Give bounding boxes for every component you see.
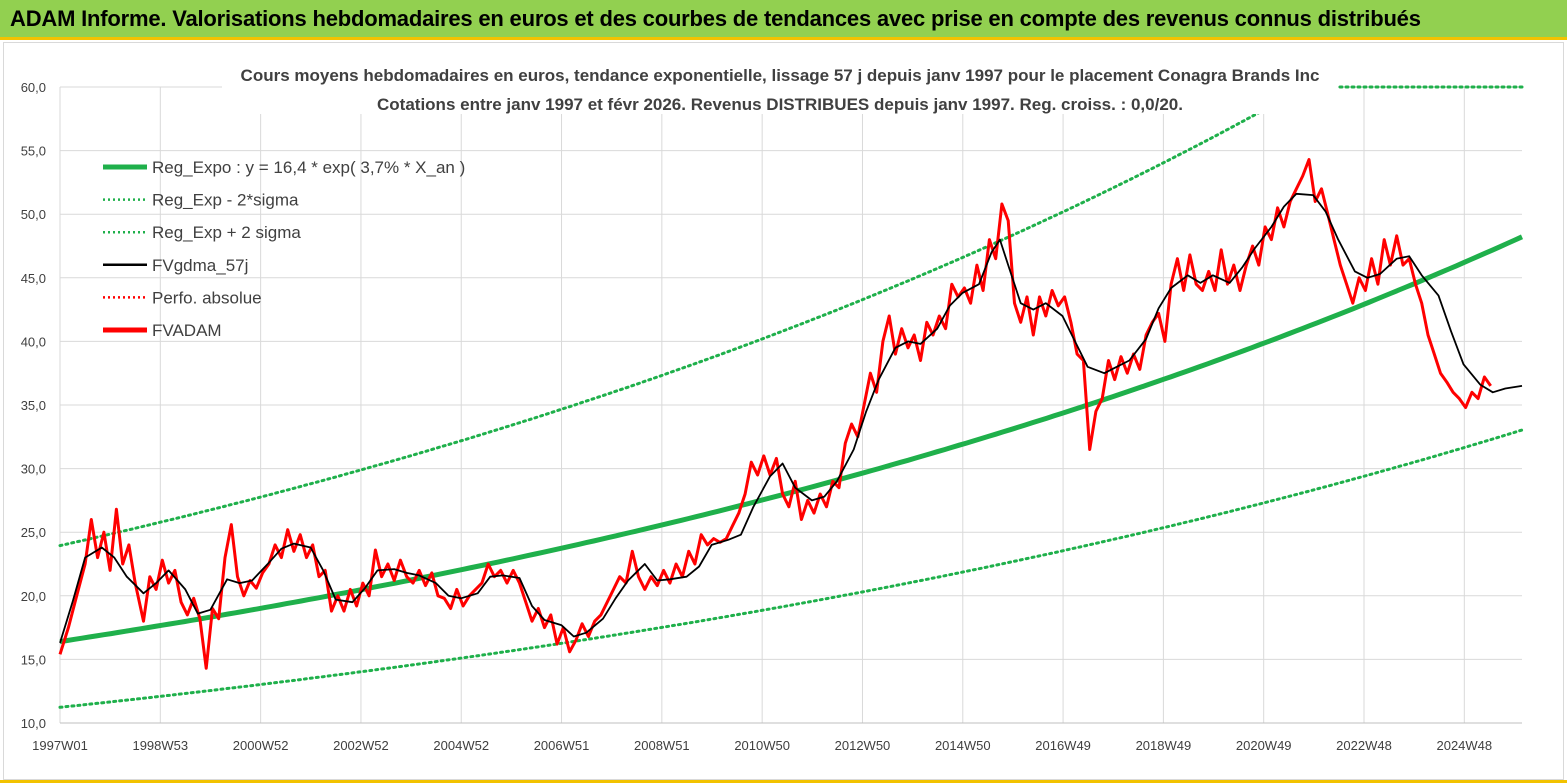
page-title: ADAM Informe. Valorisations hebdomadaire… xyxy=(10,6,1421,31)
legend-label: FVgdma_57j xyxy=(152,256,248,275)
x-tick-label: 2006W51 xyxy=(534,738,590,753)
y-tick-label: 15,0 xyxy=(21,652,46,667)
x-tick-label: 2012W50 xyxy=(835,738,891,753)
axes: 10,0 15,0 20,0 25,0 30,0 35,0 40,0 45,0 50,0 55,0… xyxy=(21,80,1522,753)
y-tick-label: 55,0 xyxy=(21,144,46,159)
x-tick-label: 2014W50 xyxy=(935,738,991,753)
series-reg-exp-minus-2sigma xyxy=(58,428,1524,709)
subtitle: Cours moyens hebdomadaires en euros, ten… xyxy=(222,62,1338,114)
y-tick-label: 50,0 xyxy=(21,207,46,222)
grid-lines xyxy=(59,86,1522,724)
legend: Reg_Expo : y = 16,4 * exp( 3,7% * X_an )… xyxy=(103,158,465,340)
chart-frame xyxy=(3,42,1564,780)
y-tick-label: 35,0 xyxy=(21,398,46,413)
y-tick-label: 30,0 xyxy=(21,462,46,477)
x-tick-label: 1997W01 xyxy=(32,738,88,753)
series-reg-expo xyxy=(59,234,1524,645)
y-tick-label: 40,0 xyxy=(21,334,46,349)
x-tick-label: 2008W51 xyxy=(634,738,690,753)
x-tick-label: 2010W50 xyxy=(734,738,790,753)
y-tick-label: 10,0 xyxy=(21,716,46,731)
x-tick-label: 2016W49 xyxy=(1035,738,1091,753)
x-tick-label: 2018W49 xyxy=(1136,738,1192,753)
legend-label: Reg_Exp + 2 sigma xyxy=(152,223,301,242)
y-tick-label: 25,0 xyxy=(21,525,46,540)
chart-subtitle-line-2: Cotations entre janv 1997 et févr 2026. … xyxy=(377,95,1183,114)
series-reg-exp-plus-2sigma xyxy=(58,86,1305,548)
legend-label: Perfo. absolue xyxy=(152,288,262,307)
x-tick-label: 2022W48 xyxy=(1336,738,1392,753)
footer-strip xyxy=(0,780,1567,783)
x-tick-label: 1998W53 xyxy=(132,738,188,753)
chart-subtitle-line-1: Cours moyens hebdomadaires en euros, ten… xyxy=(241,66,1320,85)
legend-label: Reg_Expo : y = 16,4 * exp( 3,7% * X_an ) xyxy=(152,158,465,177)
legend-label: Reg_Exp - 2*sigma xyxy=(152,191,299,210)
y-tick-label: 60,0 xyxy=(21,80,46,95)
x-tick-label: 2000W52 xyxy=(233,738,289,753)
series-fvgdma-57j xyxy=(59,192,1523,644)
x-tick-label: 2002W52 xyxy=(333,738,389,753)
legend-label: FVADAM xyxy=(152,321,222,340)
subtitle-background xyxy=(222,62,1338,114)
x-tick-label: 2020W49 xyxy=(1236,738,1292,753)
series-layer xyxy=(58,85,1524,709)
header-bar: ADAM Informe. Valorisations hebdomadaire… xyxy=(0,0,1567,40)
x-tick-label: 2024W48 xyxy=(1436,738,1492,753)
x-tick-label: 2004W52 xyxy=(433,738,489,753)
y-tick-label: 20,0 xyxy=(21,589,46,604)
y-tick-label: 45,0 xyxy=(21,271,46,286)
